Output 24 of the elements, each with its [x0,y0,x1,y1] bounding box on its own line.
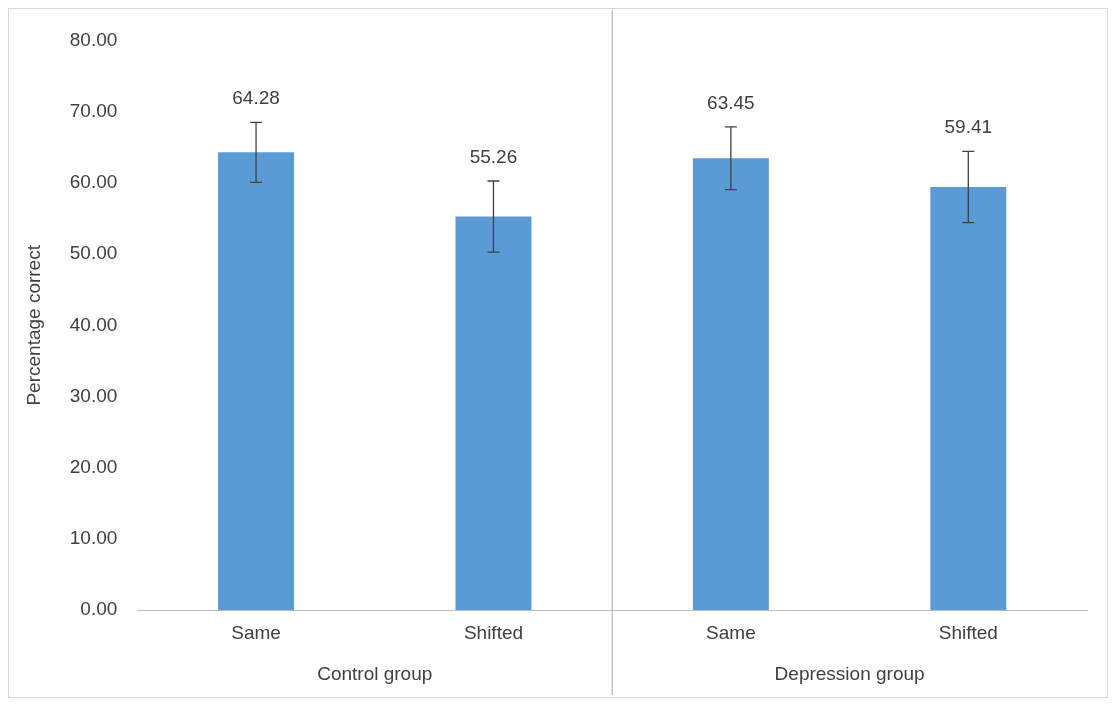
data-label: 63.45 [707,91,755,113]
data-label: 55.26 [469,145,518,167]
y-tick-label: 60.00 [69,171,118,193]
y-axis-title: Percentage correct [22,244,44,406]
x-tick-label: Same [231,621,281,643]
bar [218,152,295,611]
y-tick-label: 20.00 [69,455,118,477]
x-tick-label: Same [706,621,756,643]
y-tick-label: 30.00 [69,384,118,406]
text: Depression group [774,662,925,684]
y-tick-label: 0.00 [80,598,118,620]
x-tick-label: Shifted [463,621,524,643]
y-tick-label: 80.00 [69,28,118,50]
y-tick-label: 50.00 [69,242,118,264]
data-label: 59.41 [944,116,993,138]
bar [455,216,532,611]
y-tick-label: 40.00 [69,313,118,335]
text: Control group [317,662,433,684]
bar [930,187,1007,611]
data-label: 64.28 [232,87,280,109]
x-tick-label: Shifted [938,621,998,643]
y-tick-label: 10.00 [69,527,118,549]
y-tick-label: 70.00 [69,99,118,121]
bar [692,158,769,611]
